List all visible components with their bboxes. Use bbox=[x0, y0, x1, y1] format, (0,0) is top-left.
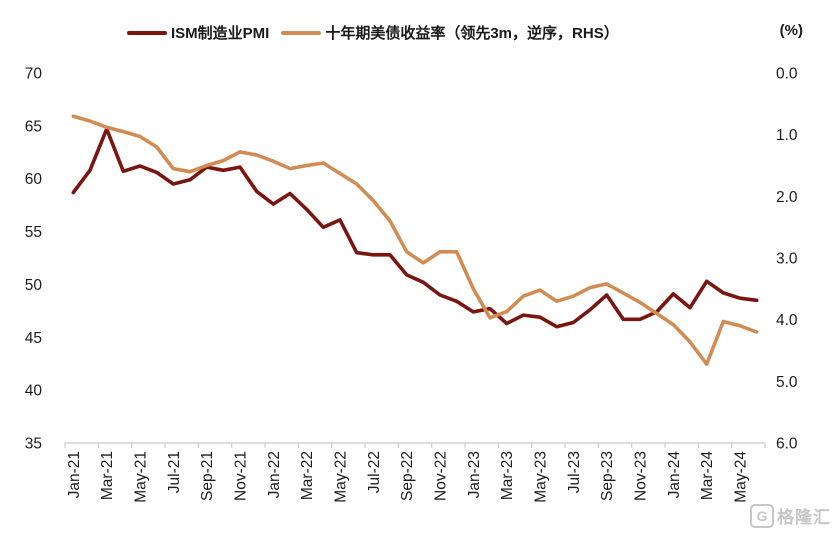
x-axis-tick-label: Mar-23 bbox=[499, 451, 516, 500]
x-axis-tick-label: Jan-22 bbox=[266, 451, 283, 498]
right-axis-tick-label: 6.0 bbox=[776, 436, 798, 453]
x-axis-tick-label: Nov-22 bbox=[433, 451, 450, 501]
watermark: G 格隆汇 bbox=[750, 503, 831, 528]
x-axis-tick-label: May-22 bbox=[333, 451, 350, 503]
gelonghui-logo-icon: G bbox=[750, 503, 774, 528]
x-axis-tick-label: Jul-23 bbox=[566, 451, 583, 493]
x-axis-tick-label: Jan-21 bbox=[66, 451, 83, 498]
x-axis-tick-label: Nov-21 bbox=[233, 451, 250, 501]
x-axis-tick-label: Mar-21 bbox=[99, 451, 116, 500]
x-axis-tick-label: Sep-23 bbox=[599, 451, 616, 501]
x-axis-tick-label: Jul-22 bbox=[366, 451, 383, 493]
x-axis-tick-label: Nov-23 bbox=[633, 451, 650, 501]
pmi-line-swatch bbox=[127, 30, 167, 35]
x-axis-tick-label: Sep-22 bbox=[399, 451, 416, 501]
x-axis-tick-label: Sep-21 bbox=[199, 451, 216, 501]
left-axis-tick-label: 45 bbox=[25, 330, 42, 347]
left-axis-tick-label: 65 bbox=[25, 118, 42, 135]
right-axis-tick-label: 1.0 bbox=[776, 127, 798, 144]
pmi-legend-label: ISM制造业PMI bbox=[171, 25, 270, 42]
legend-item-pmi: ISM制造业PMI bbox=[127, 22, 269, 43]
x-axis-tick-label: Mar-24 bbox=[699, 451, 716, 500]
left-axis-tick-label: 35 bbox=[25, 436, 42, 453]
yield-legend-label: 十年期美债收益率（领先3m，逆序，RHS） bbox=[325, 25, 619, 42]
x-axis-tick-label: May-24 bbox=[733, 451, 750, 503]
right-axis-tick-label: 3.0 bbox=[776, 251, 798, 268]
left-axis-tick-label: 55 bbox=[25, 224, 42, 241]
right-axis-tick-label: 4.0 bbox=[776, 312, 798, 329]
legend: ISM制造业PMI 十年期美债收益率（领先3m，逆序，RHS） bbox=[127, 22, 619, 43]
watermark-text: 格隆汇 bbox=[777, 508, 831, 527]
right-axis-tick-label: 5.0 bbox=[776, 374, 798, 391]
x-axis-tick-label: Mar-22 bbox=[299, 451, 316, 500]
x-axis-tick-label: Jan-23 bbox=[466, 451, 483, 498]
x-axis-tick-label: May-21 bbox=[133, 451, 150, 503]
legend-item-yield: 十年期美债收益率（领先3m，逆序，RHS） bbox=[281, 22, 619, 43]
right-axis-tick-label: 2.0 bbox=[776, 189, 798, 206]
x-axis-tick-label: Jul-21 bbox=[166, 451, 183, 493]
yield-line bbox=[71, 114, 759, 366]
left-axis-tick-label: 70 bbox=[25, 66, 43, 83]
yield-line-swatch bbox=[281, 30, 322, 35]
x-axis-tick-label: May-23 bbox=[533, 451, 550, 503]
x-axis-tick-label: Jan-24 bbox=[666, 451, 683, 499]
right-axis-unit-label: (%) bbox=[779, 22, 803, 39]
right-axis-tick-label: 0.0 bbox=[776, 66, 798, 83]
pmi-line bbox=[71, 127, 759, 329]
left-axis-tick-label: 40 bbox=[25, 383, 43, 400]
left-axis-tick-label: 60 bbox=[25, 171, 43, 188]
left-axis-tick-label: 50 bbox=[25, 277, 43, 294]
